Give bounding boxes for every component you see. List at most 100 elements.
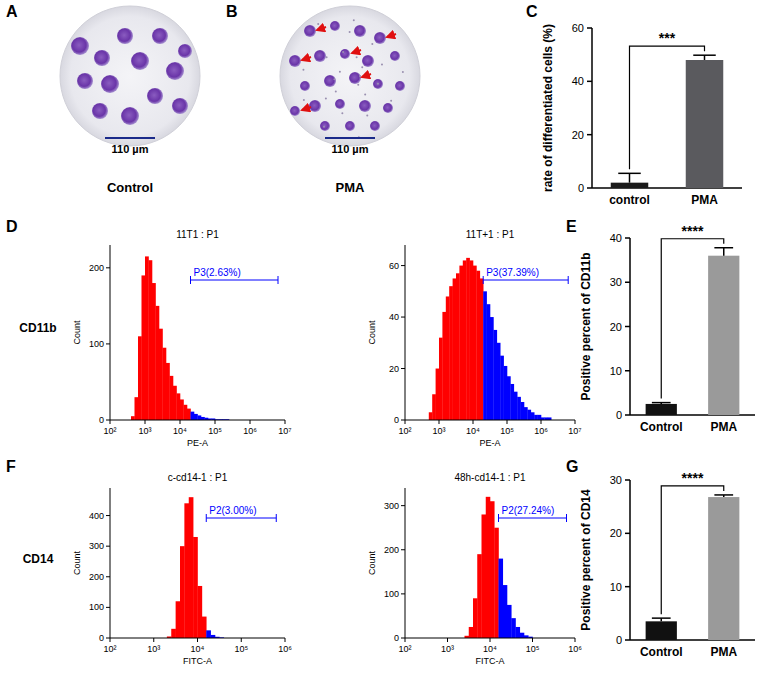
y-tick-label: 100 — [384, 589, 399, 599]
y-tick-label: 0 — [578, 182, 584, 194]
cell — [354, 25, 366, 37]
histogram-title: 11T1 : P1 — [176, 229, 219, 240]
bar-marks — [646, 495, 740, 640]
y-tick — [106, 343, 110, 344]
x-tick-label: 10⁴ — [466, 426, 480, 436]
panel-letter: E — [566, 218, 577, 235]
y-tick — [106, 420, 110, 421]
bar-chart: 010203040Positive percent of CD11bContro… — [579, 223, 755, 434]
histogram-bar — [442, 312, 446, 420]
y-tick-label: 20 — [610, 321, 622, 333]
y-axis — [629, 480, 631, 640]
x-tick — [405, 420, 406, 424]
cell — [359, 100, 371, 112]
debris — [356, 56, 358, 58]
x-tick — [490, 638, 491, 642]
x-tick-label: 10⁴ — [483, 644, 497, 654]
error-cap — [618, 173, 641, 175]
histogram-bar — [194, 414, 198, 420]
y-axis-title: Count — [72, 551, 82, 576]
debris — [366, 114, 368, 116]
cell — [92, 103, 108, 119]
y-tick — [587, 134, 592, 136]
y-tick — [625, 639, 630, 641]
y-tick-label: 40 — [610, 232, 622, 244]
bar-marks — [611, 55, 724, 188]
row-label: CD14 — [23, 552, 54, 566]
histogram-bar — [176, 601, 181, 638]
x-tick-label: 10⁵ — [526, 644, 540, 654]
histogram-bar — [490, 501, 495, 638]
y-tick — [106, 267, 110, 268]
debris — [371, 43, 373, 45]
histogram-bar — [173, 386, 177, 420]
y-tick — [587, 27, 592, 29]
cell — [345, 121, 355, 131]
x-tick-label: 10⁵ — [208, 426, 222, 436]
histogram-bar — [504, 366, 508, 420]
y-tick-label: 40 — [572, 75, 584, 87]
y-tick-label: 0 — [616, 634, 622, 646]
x-tick — [180, 420, 181, 424]
x-tick-label: 10⁶ — [568, 644, 582, 654]
x-tick-label: 10⁵ — [500, 426, 514, 436]
cell — [172, 98, 188, 114]
cell — [178, 44, 192, 58]
x-axis — [110, 420, 285, 421]
histogram-bar — [456, 273, 460, 420]
x-tick-label: 10³ — [432, 426, 445, 436]
debris — [335, 90, 337, 92]
significance-bracket — [661, 239, 724, 399]
histogram-bar — [494, 528, 499, 638]
histogram-bar — [511, 618, 516, 638]
cell — [121, 107, 139, 125]
y-axis-title: Positive percent of CD11b — [579, 252, 593, 400]
debris — [325, 98, 327, 100]
histogram-bar — [449, 286, 453, 420]
x-axis-title: PE-A — [187, 438, 208, 448]
debris — [402, 71, 404, 73]
histogram-bar — [486, 497, 491, 638]
x-tick-label: 10⁵ — [234, 644, 248, 654]
x-tick — [447, 638, 448, 642]
significance-bracket — [661, 486, 724, 614]
y-tick-label: 200 — [89, 263, 104, 273]
y-axis — [110, 488, 111, 638]
histogram-bar — [527, 410, 531, 420]
debris — [359, 75, 361, 77]
cell — [131, 52, 149, 70]
x-tick-label: 10³ — [441, 644, 454, 654]
debris — [317, 23, 319, 25]
debris — [377, 83, 379, 85]
y-tick — [401, 317, 405, 318]
gate-label: P3(37.39%) — [486, 267, 539, 278]
bar — [708, 497, 739, 640]
histogram-bar — [198, 586, 203, 638]
histogram-bars — [131, 256, 229, 420]
x-tick — [541, 420, 542, 424]
x-tick — [575, 638, 576, 642]
significance-bracket — [630, 46, 705, 169]
y-tick-label: 20 — [572, 129, 584, 141]
histogram-bar — [453, 278, 457, 420]
histogram-bar — [487, 304, 491, 420]
histogram-bar — [510, 384, 514, 420]
y-tick-label: 100 — [89, 602, 104, 612]
x-axis — [405, 420, 575, 421]
cell — [94, 50, 110, 66]
x-tick — [153, 638, 154, 642]
histogram-bar — [490, 317, 494, 420]
cell — [117, 28, 133, 44]
histogram-bar — [483, 291, 487, 420]
histogram-bar — [198, 415, 202, 420]
cell — [320, 121, 330, 131]
x-tick-label: 10³ — [147, 644, 160, 654]
histogram-bar — [469, 627, 474, 638]
histogram-bar — [189, 497, 194, 638]
y-tick — [401, 505, 405, 506]
debris — [323, 126, 325, 128]
x-tick — [405, 638, 406, 642]
row-label: CD11b — [19, 321, 56, 335]
histogram-bar — [516, 627, 521, 638]
cell — [324, 75, 336, 87]
